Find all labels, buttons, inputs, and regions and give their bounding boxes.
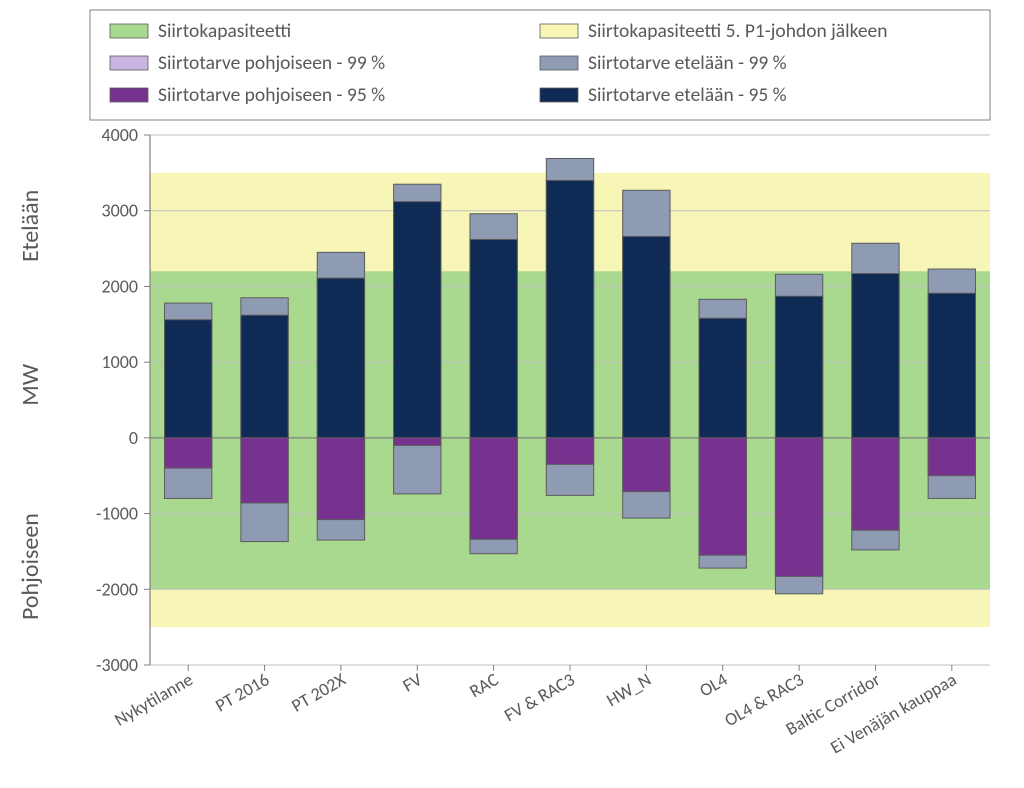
ytick-label: 0	[129, 427, 138, 449]
bar-south95	[165, 320, 212, 438]
bar-south95	[775, 296, 822, 438]
legend-label: Siirtotarve pohjoiseen - 99 %	[158, 51, 385, 75]
bar-south95	[241, 315, 288, 438]
bar-south95	[699, 318, 746, 438]
legend-swatch	[540, 88, 578, 102]
y-title-mid: MW	[16, 363, 45, 406]
bar-south95	[928, 293, 975, 438]
bar-north95	[775, 438, 822, 577]
bar-north95	[546, 438, 593, 465]
ytick-label: 1000	[102, 351, 139, 373]
ytick-label: 3000	[102, 200, 139, 222]
bar-south95	[394, 202, 441, 438]
legend-swatch	[110, 24, 148, 38]
ytick-label: 2000	[102, 275, 139, 297]
ytick-label: -2000	[96, 578, 138, 600]
transfer-capacity-chart: -3000-2000-100001000200030004000Nykytila…	[0, 0, 1024, 788]
bar-north95	[623, 438, 670, 492]
bar-north95	[394, 438, 441, 446]
bar-south95	[546, 180, 593, 437]
legend-swatch	[540, 24, 578, 38]
bar-north95	[317, 438, 364, 520]
legend-label: Siirtotarve pohjoiseen - 95 %	[158, 83, 385, 107]
bar-south95	[623, 236, 670, 437]
bar-south95	[470, 239, 517, 437]
legend-label: Siirtokapasiteetti	[158, 19, 291, 43]
ytick-label: -1000	[96, 503, 138, 525]
legend-swatch	[110, 56, 148, 70]
bar-south95	[852, 274, 899, 438]
bar-north95	[470, 438, 517, 539]
bar-north99	[394, 438, 441, 494]
ytick-label: -3000	[96, 654, 138, 676]
bar-north95	[852, 438, 899, 530]
legend-swatch	[110, 88, 148, 102]
legend-label: Siirtokapasiteetti 5. P1-johdon jälkeen	[588, 19, 888, 43]
ytick-label: 4000	[102, 124, 139, 146]
legend-swatch	[540, 56, 578, 70]
bar-north95	[165, 438, 212, 468]
legend-label: Siirtotarve etelään - 95 %	[588, 83, 787, 107]
bar-north95	[928, 438, 975, 476]
bar-north95	[241, 438, 288, 503]
y-title-upper: Etelään	[16, 190, 45, 262]
legend-label: Siirtotarve etelään - 99 %	[588, 51, 787, 75]
bar-south95	[317, 278, 364, 438]
y-title-lower: Pohjoiseen	[16, 513, 45, 620]
bar-north95	[699, 438, 746, 555]
